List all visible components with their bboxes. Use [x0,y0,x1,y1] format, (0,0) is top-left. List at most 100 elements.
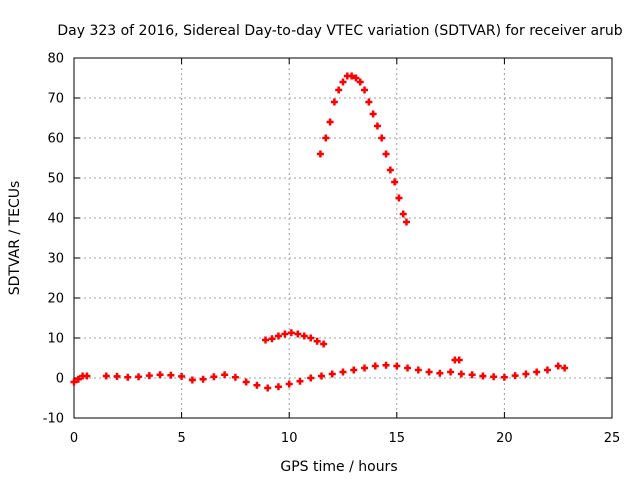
data-point [274,332,282,340]
data-point [300,332,308,340]
data-point [145,372,153,380]
data-point [378,134,386,142]
data-point [399,210,407,218]
data-point [156,371,164,379]
x-tick-label: 5 [177,431,185,446]
data-point [561,364,569,372]
y-tick-label: 40 [47,212,64,227]
data-point [199,375,207,383]
data-point [511,372,519,380]
data-point [268,335,276,343]
y-tick-label: 80 [47,52,64,67]
data-point [74,375,82,383]
data-point [317,372,325,380]
data-point [296,377,304,385]
y-tick-label: 10 [47,332,64,347]
data-point [386,166,394,174]
data-points [70,72,569,392]
data-point [70,378,78,386]
grid [74,58,612,418]
data-point [361,86,369,94]
data-point [326,118,334,126]
data-point [294,330,302,338]
y-tick-label: 20 [47,292,64,307]
data-point [339,78,347,86]
data-point [167,371,175,379]
y-tick-label: 50 [47,172,64,187]
x-tick-label: 15 [389,431,406,446]
x-tick-label: 25 [604,431,621,446]
data-point [402,218,410,226]
data-point [335,86,343,94]
data-point [468,371,476,379]
data-point [373,122,381,130]
data-point [479,372,487,380]
data-point [455,356,463,364]
data-point [262,336,270,344]
y-tick-label: 0 [56,372,64,387]
data-point [352,74,360,82]
y-tick-label: 30 [47,252,64,267]
x-tick-label: 10 [281,431,298,446]
data-point [382,361,390,369]
data-point [231,373,239,381]
data-point [124,373,132,381]
data-point [102,372,110,380]
x-tick-label: 0 [70,431,78,446]
data-point [188,376,196,384]
data-point [371,362,379,370]
data-point [307,374,315,382]
y-tick-label: 70 [47,92,64,107]
data-point [274,383,282,391]
data-point [395,194,403,202]
data-point [264,384,272,392]
data-point [285,380,293,388]
data-point [281,330,289,338]
data-point [490,373,498,381]
data-point [533,368,541,376]
x-axis-label: GPS time / hours [280,459,397,475]
data-point [522,370,530,378]
data-point [330,98,338,106]
data-point [113,372,121,380]
data-point [436,369,444,377]
data-point [83,372,91,380]
data-point [382,150,390,158]
y-tick-labels: -10 0 10 20 30 40 50 60 70 80 [43,52,64,427]
data-point [242,378,250,386]
data-point [307,334,315,342]
data-point [316,150,324,158]
data-point [543,366,551,374]
data-point [425,368,433,376]
axis-ticks [73,57,613,419]
y-tick-label: 60 [47,132,64,147]
x-tick-label: 20 [496,431,513,446]
x-tick-labels: 0 5 10 15 20 25 [70,431,620,446]
data-point [457,370,465,378]
y-tick-label: -10 [43,412,64,427]
data-point [339,368,347,376]
data-point [356,78,364,86]
chart-title: Day 323 of 2016, Sidereal Day-to-day VTE… [57,23,622,39]
data-point [414,366,422,374]
plot-frame [73,57,613,419]
data-point [350,366,358,374]
data-point [500,373,508,381]
data-point [361,364,369,372]
data-point [313,337,321,345]
data-point [221,371,229,379]
data-point [178,372,186,380]
data-point [287,329,295,337]
data-point [210,373,218,381]
data-point [391,178,399,186]
data-point [135,373,143,381]
data-point [404,364,412,372]
data-point [365,98,373,106]
data-point [369,110,377,118]
data-point [447,368,455,376]
data-point [393,362,401,370]
data-point [328,370,336,378]
data-point [322,134,330,142]
data-point [253,381,261,389]
